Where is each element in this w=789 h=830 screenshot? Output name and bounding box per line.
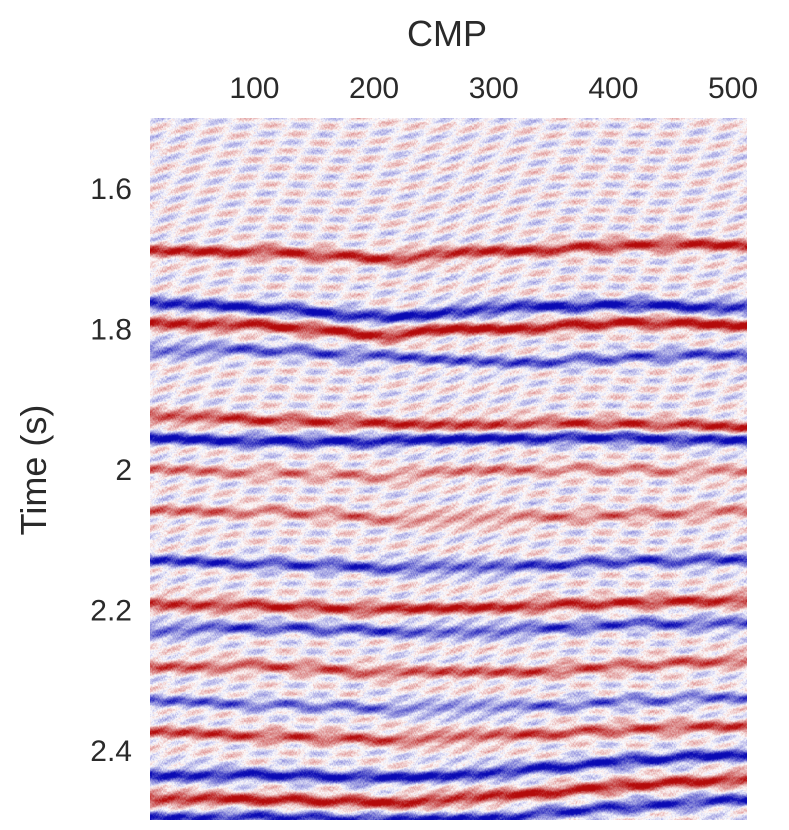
seismic-heatmap <box>150 118 747 820</box>
y-tick-labels: 1.6 1.8 2 2.2 2.4 <box>90 173 132 768</box>
y-tick-label: 2.2 <box>90 594 132 627</box>
x-tick-label: 400 <box>588 72 638 105</box>
y-tick-label: 1.6 <box>90 173 132 206</box>
y-axis-label: Time (s) <box>13 405 54 536</box>
y-tick-label: 2.4 <box>90 735 132 768</box>
y-tick-label: 2 <box>115 454 132 487</box>
y-tick-label: 1.8 <box>90 314 132 347</box>
x-tick-label: 100 <box>229 72 279 105</box>
x-tick-label: 300 <box>469 72 519 105</box>
x-tick-label: 200 <box>349 72 399 105</box>
x-tick-labels: 100 200 300 400 500 <box>229 72 758 105</box>
x-axis-label: CMP <box>407 13 487 54</box>
seismic-image <box>150 118 747 820</box>
x-tick-label: 500 <box>708 72 758 105</box>
